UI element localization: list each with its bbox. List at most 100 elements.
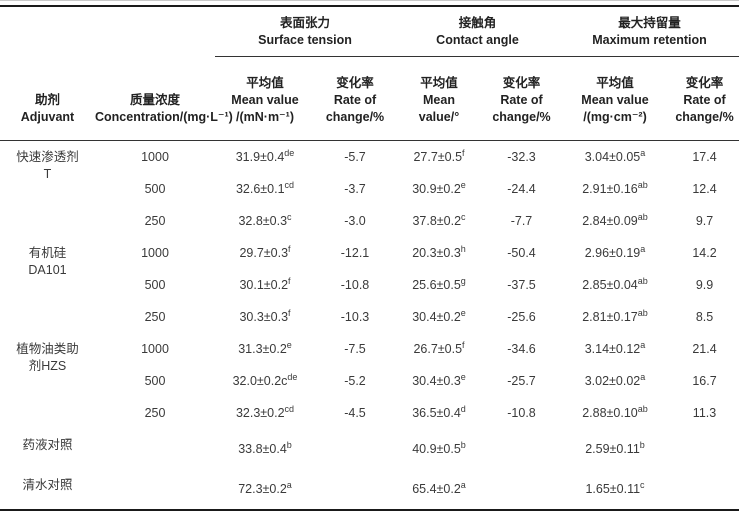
ret-rate-header: 变化率 Rate of change/% [670, 56, 739, 141]
significance-superscript: b [460, 439, 466, 450]
surface-tension-rate-cell [315, 429, 395, 469]
retention-mean-cell: 2.91±0.16ab [582, 179, 648, 196]
st-rate-zh: 变化率 [336, 76, 374, 90]
st-rate-en2: change/% [325, 110, 385, 124]
significance-superscript: b [639, 439, 645, 450]
significance-superscript: g [460, 275, 466, 286]
retention-rate-cell: 16.7 [692, 374, 717, 388]
st-mean-header: 平均值 Mean value /(mN·m⁻¹) [215, 56, 315, 141]
contact-angle-mean-cell: 27.7±0.5f [413, 147, 465, 164]
ca-mean-header: 平均值 Mean value/° [395, 56, 483, 141]
surface-tension-mean-cell: 32.6±0.1cd [235, 179, 295, 196]
significance-superscript: ab [637, 275, 648, 286]
significance-superscript: ab [637, 307, 648, 318]
contact-angle-mean-cell: 26.7±0.5f [413, 339, 465, 356]
concentration-cell: 500 [144, 374, 166, 388]
contact-angle-mean-cell: 40.9±0.5b [412, 439, 466, 456]
significance-superscript: a [640, 371, 646, 382]
surface-tension-mean-cell: 29.7±0.3f [239, 243, 291, 260]
maximum-retention-zh: 最大持留量 [618, 15, 681, 30]
st-rate-en1: Rate of [333, 93, 377, 107]
table-row: 有机硅 DA101 1000 29.7±0.3f -12.1 20.3±0.3h -50.4… [0, 237, 739, 277]
concentration-header-en: Concentration/(mg·L⁻¹) [95, 110, 233, 124]
retention-rate-cell: 14.2 [692, 246, 717, 260]
table-row: 清水对照 72.3±0.2a 65.4±0.2a 1.65±0.11c [0, 469, 739, 510]
significance-superscript: f [288, 275, 291, 286]
surface-tension-rate-cell: -3.7 [344, 182, 366, 196]
retention-mean-cell: 2.84±0.09ab [582, 211, 648, 228]
ret-mean-en1: Mean value [581, 93, 649, 107]
contact-angle-mean-cell: 30.9±0.2e [412, 179, 466, 196]
surface-tension-rate-cell: -5.2 [344, 374, 366, 388]
adjuvant-header-en: Adjuvant [20, 110, 75, 124]
maximum-retention-en: Maximum retention [592, 32, 707, 47]
ca-mean-en2: value/° [418, 110, 460, 124]
table-row: 快速渗透剂 T 1000 31.9±0.4de -5.7 27.7±0.5f -32.3 3.… [0, 141, 739, 181]
group-header-surface-tension: 表面张力 Surface tension [215, 6, 395, 57]
contact-angle-rate-cell [483, 429, 560, 469]
significance-superscript: ab [637, 179, 648, 190]
retention-rate-cell: 12.4 [692, 182, 717, 196]
retention-mean-cell: 3.14±0.12a [584, 339, 646, 356]
significance-superscript: cd [284, 179, 295, 190]
surface-tension-mean-cell: 31.9±0.4de [235, 147, 295, 164]
table-header: 助剂 Adjuvant 质量浓度 Concentration/(mg·L⁻¹) … [0, 6, 739, 141]
significance-superscript: e [286, 339, 292, 350]
significance-superscript: e [460, 307, 466, 318]
contact-angle-mean-cell: 25.6±0.5g [412, 275, 466, 292]
group-header-row: 助剂 Adjuvant 质量浓度 Concentration/(mg·L⁻¹) … [0, 6, 739, 141]
retention-rate-cell: 21.4 [692, 342, 717, 356]
concentration-cell: 1000 [141, 150, 169, 164]
contact-angle-rate-cell: -50.4 [507, 246, 536, 260]
contact-angle-mean-cell: 36.5±0.4d [412, 403, 466, 420]
contact-angle-rate-cell: -37.5 [507, 278, 536, 292]
concentration-cell: 1000 [141, 342, 169, 356]
contact-angle-rate-cell [483, 469, 560, 510]
concentration-cell [95, 429, 215, 469]
surface-tension-mean-cell: 32.8±0.3c [238, 211, 292, 228]
ret-mean-header: 平均值 Mean value /(mg·cm⁻²) [560, 56, 670, 141]
sub-header-row: 平均值 Mean value /(mN·m⁻¹) 变化率 Rate of cha… [0, 56, 739, 141]
significance-superscript: ab [637, 211, 648, 222]
significance-superscript: de [284, 147, 295, 158]
concentration-cell: 500 [144, 278, 166, 292]
significance-superscript: e [460, 371, 466, 382]
ca-rate-en1: Rate of [500, 93, 543, 107]
contact-angle-mean-cell: 65.4±0.2a [412, 479, 466, 496]
concentration-cell: 250 [144, 310, 166, 324]
table-row: 药液对照 33.8±0.4b 40.9±0.5b 2.59±0.11b [0, 429, 739, 469]
retention-rate-cell: 9.7 [695, 214, 714, 228]
retention-rate-cell: 9.9 [695, 278, 714, 292]
significance-superscript: a [640, 147, 646, 158]
ca-mean-zh: 平均值 [420, 76, 458, 90]
surface-tension-rate-cell: -7.5 [344, 342, 366, 356]
st-rate-header: 变化率 Rate of change/% [315, 56, 395, 141]
ca-rate-en2: change/% [492, 110, 551, 124]
retention-rate-cell [670, 429, 739, 469]
table-row: 植物油类助 剂HZS 1000 31.3±0.2e -7.5 26.7±0.5f -34.6… [0, 333, 739, 373]
adjuvant-name-cell: 植物油类助 剂HZS [16, 342, 79, 373]
surface-tension-en: Surface tension [258, 32, 352, 47]
contact-angle-rate-cell: -7.7 [510, 214, 533, 228]
retention-mean-cell: 2.81±0.17ab [582, 307, 648, 324]
adjuvant-properties-table: 助剂 Adjuvant 质量浓度 Concentration/(mg·L⁻¹) … [0, 5, 739, 511]
significance-superscript: a [640, 339, 646, 350]
significance-superscript: a [460, 479, 466, 490]
surface-tension-mean-cell: 30.3±0.3f [239, 307, 291, 324]
significance-superscript: f [462, 147, 465, 158]
significance-superscript: f [288, 243, 291, 254]
st-mean-en2: /(mN·m⁻¹) [236, 110, 294, 124]
contact-angle-mean-cell: 30.4±0.3e [412, 371, 466, 388]
adjuvant-column-header: 助剂 Adjuvant [0, 6, 95, 141]
contact-angle-rate-cell: -34.6 [507, 342, 536, 356]
adjuvant-name-cell: 药液对照 [22, 438, 73, 452]
retention-mean-cell: 3.04±0.05a [584, 147, 646, 164]
surface-tension-rate-cell: -10.8 [340, 278, 370, 292]
ret-rate-en1: Rate of [683, 93, 726, 107]
significance-superscript: cd [284, 403, 295, 414]
surface-tension-rate-cell: -10.3 [340, 310, 370, 324]
significance-superscript: d [460, 403, 466, 414]
ca-rate-zh: 变化率 [502, 76, 541, 90]
adjuvant-header-zh: 助剂 [34, 93, 60, 107]
significance-superscript: a [286, 479, 292, 490]
